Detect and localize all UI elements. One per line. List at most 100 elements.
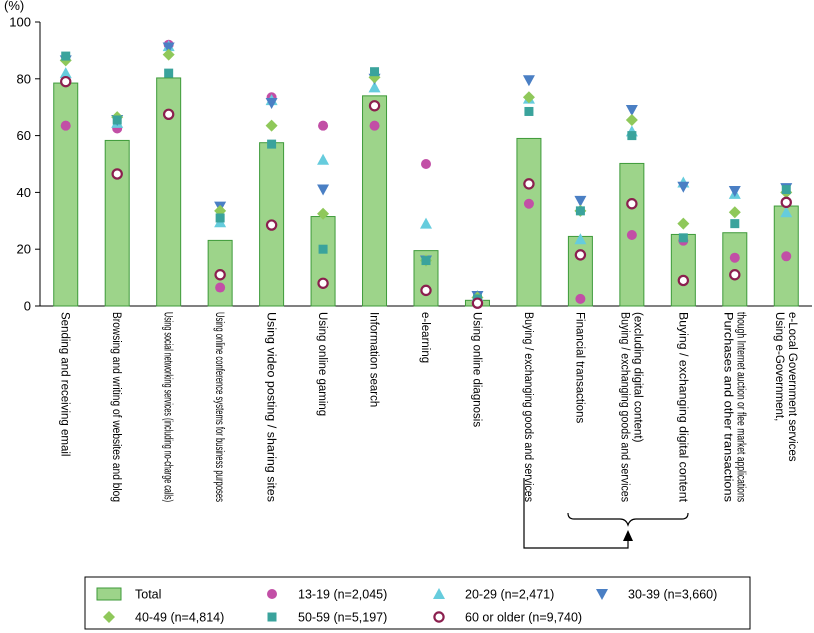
category-group-arrow-head [623, 530, 633, 541]
legend-item: 20-29 (n=2,471) [433, 588, 554, 602]
point-square [421, 256, 431, 266]
category-label: Buying / exchanging digital content [676, 312, 688, 503]
point-square [215, 213, 225, 223]
category-label-line: Purchases and other transactions [721, 312, 733, 502]
legend-label: 30-39 (n=3,660) [628, 588, 717, 602]
category-label-line: e-learning [419, 312, 431, 363]
category-label-line: Financial transactions [573, 312, 585, 423]
y-tick-label: 0 [24, 299, 31, 314]
point-circle [369, 120, 380, 131]
bar-total [310, 216, 336, 307]
point-circle [60, 120, 71, 131]
category-label: e-learning [419, 312, 431, 363]
bar-total [362, 95, 388, 307]
legend-swatch-circle [267, 589, 277, 599]
point-square [318, 244, 328, 254]
point-triangle-down [677, 181, 690, 193]
point-circle [318, 120, 329, 131]
point-open-circle [626, 198, 638, 210]
point-square [781, 185, 791, 195]
point-open-circle [162, 108, 175, 121]
category-label: Financial transactions [573, 312, 585, 423]
legend-item: Total [96, 587, 161, 602]
category-labels: Sending and receiving email Browsing and … [59, 312, 798, 503]
category-label-line: Using online diagnosis [470, 312, 482, 427]
point-diamond [677, 217, 690, 230]
point-triangle-down [625, 105, 638, 117]
category-label-line: Browsing and writing of websites and blo… [110, 312, 122, 502]
legend-swatch-bar [96, 587, 122, 601]
legend-label: 60 or older (n=9,740) [465, 611, 582, 625]
point-diamond [728, 206, 741, 219]
legend-box [84, 576, 751, 630]
point-square [112, 115, 122, 125]
category-label: Buying / exchanging goods and services [522, 312, 534, 502]
category-label: Using online conference systems for busi… [213, 312, 225, 502]
point-circle [575, 293, 586, 304]
point-triangle-up [574, 233, 587, 245]
category-group-bracket [567, 512, 689, 527]
category-label-line: Using online conference systems for busi… [213, 312, 225, 502]
point-diamond [317, 207, 330, 220]
category-label-line: though Internet auction or flee market a… [734, 312, 746, 502]
series-square [61, 51, 791, 304]
y-tick-label: 80 [17, 71, 31, 86]
point-diamond [162, 48, 175, 61]
point-triangle-down [162, 42, 175, 54]
point-triangle-down [728, 185, 741, 197]
category-label: Using e-Government,e-Local Government se… [773, 312, 798, 462]
point-diamond [265, 119, 278, 132]
point-open-circle [420, 284, 432, 297]
category-label-line: Using e-Government, [773, 312, 785, 421]
point-square [627, 131, 637, 141]
y-tick-label: 100 [9, 15, 31, 30]
category-label: Using online gaming [316, 312, 328, 416]
y-axis-unit: (%) [4, 0, 24, 13]
category-label-line: Using video posting / sharing sites [265, 312, 277, 502]
y-tick-label: 40 [17, 185, 31, 200]
bar-total [516, 137, 542, 307]
point-square [730, 219, 740, 229]
point-open-circle [317, 277, 329, 289]
point-square [370, 67, 380, 77]
legend-swatch-triangle-up [433, 588, 445, 599]
category-label: Using online diagnosis [470, 312, 482, 427]
point-open-circle [729, 269, 741, 281]
point-diamond [625, 113, 638, 126]
point-open-circle [111, 168, 123, 180]
category-label: Sending and receiving email [59, 312, 71, 456]
bar-total [670, 233, 696, 307]
point-open-circle [60, 75, 72, 88]
point-open-circle [368, 100, 381, 112]
category-label: Browsing and writing of websites and blo… [110, 312, 122, 502]
point-circle [781, 251, 792, 262]
point-triangle-up [420, 217, 432, 229]
point-square [524, 106, 534, 116]
point-circle [626, 230, 637, 240]
point-square [267, 139, 277, 149]
point-open-circle [780, 196, 792, 209]
point-open-circle [265, 219, 278, 231]
point-triangle-down [317, 184, 330, 196]
category-label-line: Buying / exchanging digital content [676, 312, 688, 503]
point-circle [523, 198, 534, 209]
point-triangle-up [780, 206, 793, 218]
legend-item: 60 or older (n=9,740) [433, 611, 582, 625]
y-tick-label: 20 [17, 242, 31, 257]
legend-swatch-open-circle [433, 611, 445, 623]
category-label-line: e-Local Government services [786, 312, 798, 462]
legend-item: 30-39 (n=3,660) [596, 588, 717, 602]
series-open-circle [60, 75, 792, 309]
category-label-line: Buying / exchanging goods and services [522, 312, 534, 502]
category-label-line: Sending and receiving email [59, 312, 71, 456]
legend-swatch-diamond [103, 611, 115, 623]
point-open-circle [523, 178, 535, 190]
legend-item: 40-49 (n=4,814) [103, 611, 224, 625]
point-open-circle [574, 249, 587, 261]
legend-label: 20-29 (n=2,471) [465, 588, 554, 602]
point-square [678, 233, 688, 243]
category-label-line: Using online gaming [316, 312, 328, 416]
point-triangle-down [522, 75, 535, 87]
category-label-line: (excluding digital content) [631, 312, 643, 443]
